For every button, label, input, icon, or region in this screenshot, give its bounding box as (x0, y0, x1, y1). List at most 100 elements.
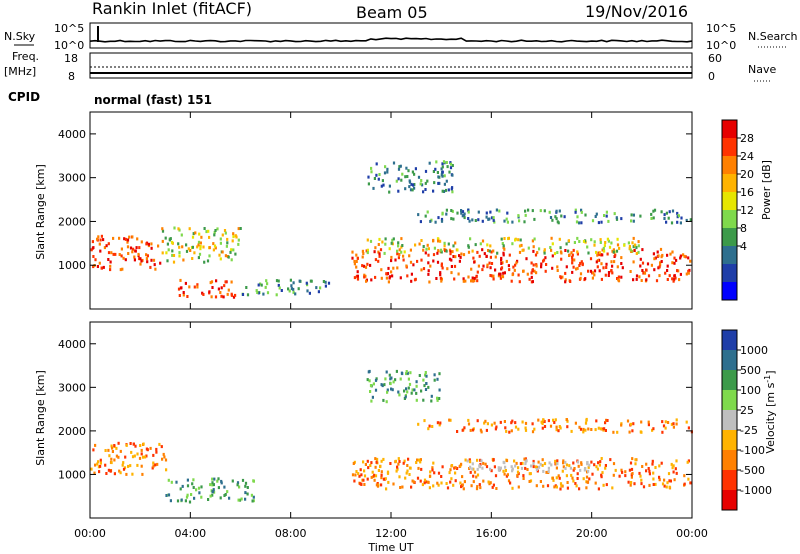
scatter-cell (565, 474, 568, 478)
scatter-cell (188, 500, 192, 504)
colorbar-segment (722, 370, 737, 390)
scatter-cell (244, 497, 247, 501)
scatter-cell (384, 477, 387, 481)
scatter-cell (377, 259, 380, 263)
scatter-cell (579, 272, 583, 276)
scatter-cell (440, 481, 443, 485)
scatter-cell (240, 497, 243, 501)
scatter-cell (211, 286, 214, 289)
scatter-cell (175, 480, 178, 484)
scatter-cell (480, 459, 483, 463)
scatter-cell (562, 461, 565, 465)
scatter-cell (216, 227, 219, 231)
scatter-cell (445, 482, 448, 485)
scatter-cell (587, 465, 590, 469)
scatter-cell (515, 461, 518, 465)
scatter-cell (500, 256, 503, 260)
scatter-cell (597, 461, 600, 465)
x-tick-label: 12:00 (375, 527, 407, 540)
scatter-cell (361, 264, 364, 268)
scatter-cell (497, 466, 500, 470)
scatter-cell (494, 268, 497, 272)
scatter-cell (264, 285, 267, 289)
scatter-cell (561, 275, 564, 279)
scatter-cell (639, 264, 642, 268)
scatter-cell (366, 262, 369, 266)
scatter-cell (600, 277, 603, 281)
scatter-cell (522, 474, 525, 478)
scatter-cell (650, 212, 653, 216)
scatter-cell (595, 212, 598, 216)
scatter-cell (663, 217, 666, 220)
scatter-cell (558, 476, 561, 480)
scatter-cell (211, 477, 214, 481)
scatter-cell (191, 257, 194, 260)
scatter-cell (378, 252, 381, 256)
scatter-cell (453, 277, 456, 281)
scatter-cell (427, 385, 430, 389)
scatter-cell (380, 473, 383, 477)
scatter-cell (616, 237, 619, 241)
scatter-cell (602, 483, 605, 487)
scatter-cell (354, 473, 357, 477)
scatter-cell (416, 259, 419, 263)
scatter-cell (130, 450, 133, 454)
colorbar-segment (722, 390, 737, 410)
scatter-cell (212, 488, 215, 492)
scatter-cell (454, 241, 457, 245)
scatter-cell (383, 251, 386, 255)
scatter-cell (516, 259, 519, 263)
scatter-cell (590, 428, 593, 431)
scatter-cell (432, 238, 435, 242)
scatter-cell (441, 165, 444, 169)
scatter-cell (142, 442, 145, 446)
scatter-cell (559, 482, 563, 486)
scatter-cell (485, 254, 488, 258)
scatter-cell (396, 249, 399, 253)
scatter-cell (374, 457, 377, 461)
scatter-cell (632, 245, 635, 249)
scatter-cell (403, 389, 406, 393)
scatter-cell (397, 177, 400, 181)
scatter-cell (436, 260, 440, 264)
scatter-cell (380, 276, 383, 280)
scatter-cell (484, 419, 487, 423)
scatter-cell (179, 278, 182, 282)
scatter-cell (572, 265, 575, 269)
scatter-cell (509, 481, 512, 485)
scatter-cell (585, 480, 588, 484)
scatter-cell (396, 266, 399, 270)
scatter-cell (140, 464, 143, 468)
scatter-cell (152, 461, 155, 465)
scatter-cell (437, 175, 440, 179)
scatter-cell (230, 292, 233, 296)
scatter-cell (628, 247, 631, 251)
scatter-cell (530, 464, 533, 468)
scatter-cell (165, 468, 168, 472)
scatter-cell (131, 455, 135, 459)
scatter-cell (534, 253, 538, 257)
scatter-cell (236, 483, 239, 487)
scatter-cell (519, 462, 522, 466)
scatter-cell (92, 448, 95, 452)
scatter-cell (227, 255, 230, 259)
scatter-cell (555, 209, 558, 213)
y-tick-label: 1000 (58, 259, 86, 272)
scatter-cell (495, 425, 498, 429)
scatter-cell (678, 278, 681, 282)
station-title: Rankin Inlet (fitACF) (92, 0, 252, 18)
scatter-cell (458, 259, 461, 263)
scatter-cell (370, 278, 373, 282)
scatter-cell (673, 478, 676, 482)
scatter-cell (210, 280, 214, 284)
scatter-cell (99, 249, 102, 253)
scatter-cell (502, 244, 505, 248)
scatter-cell (589, 269, 593, 273)
scatter-cell (252, 479, 255, 483)
scatter-cell (641, 465, 644, 468)
scatter-cell (506, 473, 509, 477)
scatter-cell (128, 235, 131, 239)
scatter-cell (511, 220, 514, 224)
scatter-cell (380, 470, 383, 474)
scatter-cell (381, 179, 384, 183)
